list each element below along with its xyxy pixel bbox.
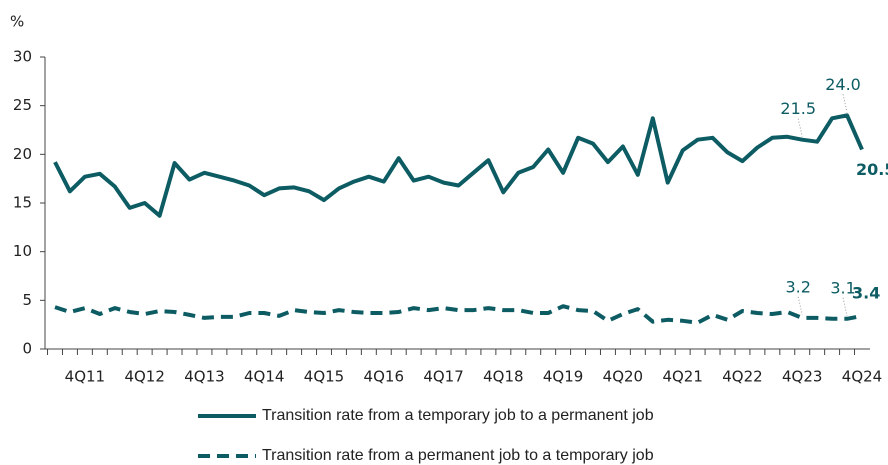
value-label: 24.0 (825, 75, 861, 94)
x-tick-label: 4Q21 (662, 368, 702, 386)
leader-line (797, 118, 803, 137)
x-tick-label: 4Q22 (722, 368, 762, 386)
y-tick-label: 20 (13, 145, 32, 163)
leader-line (842, 297, 848, 316)
leader-line (842, 94, 848, 113)
series-line (53, 113, 864, 218)
y-tick-label: 0 (22, 340, 32, 358)
y-tick-label: 10 (13, 242, 32, 260)
value-label: 21.5 (780, 99, 816, 118)
x-tick-label: 4Q23 (782, 368, 822, 386)
x-tick-label: 4Q19 (543, 368, 583, 386)
series-line (54, 304, 863, 325)
x-tick-label: 4Q15 (304, 368, 344, 386)
x-tick-label: 4Q14 (244, 368, 284, 386)
legend-label: Transition rate from a temporary job to … (262, 407, 654, 424)
x-tick-label: 4Q24 (842, 368, 882, 386)
x-tick-label: 4Q12 (124, 368, 164, 386)
value-label: 20.5 (856, 160, 888, 179)
y-tick-label: 15 (13, 194, 32, 212)
y-axis-label: % (10, 13, 24, 31)
value-label: 3.1 (830, 278, 855, 297)
x-tick-label: 4Q18 (483, 368, 523, 386)
y-tick-label: 25 (13, 96, 32, 114)
x-tick-label: 4Q17 (423, 368, 463, 386)
value-label: 3.2 (785, 277, 810, 296)
legend-label: Transition rate from a permanent job to … (262, 447, 654, 464)
y-tick-label: 5 (22, 291, 32, 309)
x-tick-label: 4Q13 (184, 368, 224, 386)
x-tick-label: 4Q16 (364, 368, 404, 386)
x-tick-label: 4Q20 (603, 368, 643, 386)
x-tick-label: 4Q11 (65, 368, 105, 386)
y-tick-label: 30 (13, 48, 32, 66)
leader-line (797, 296, 803, 315)
value-label: 3.4 (852, 283, 880, 302)
